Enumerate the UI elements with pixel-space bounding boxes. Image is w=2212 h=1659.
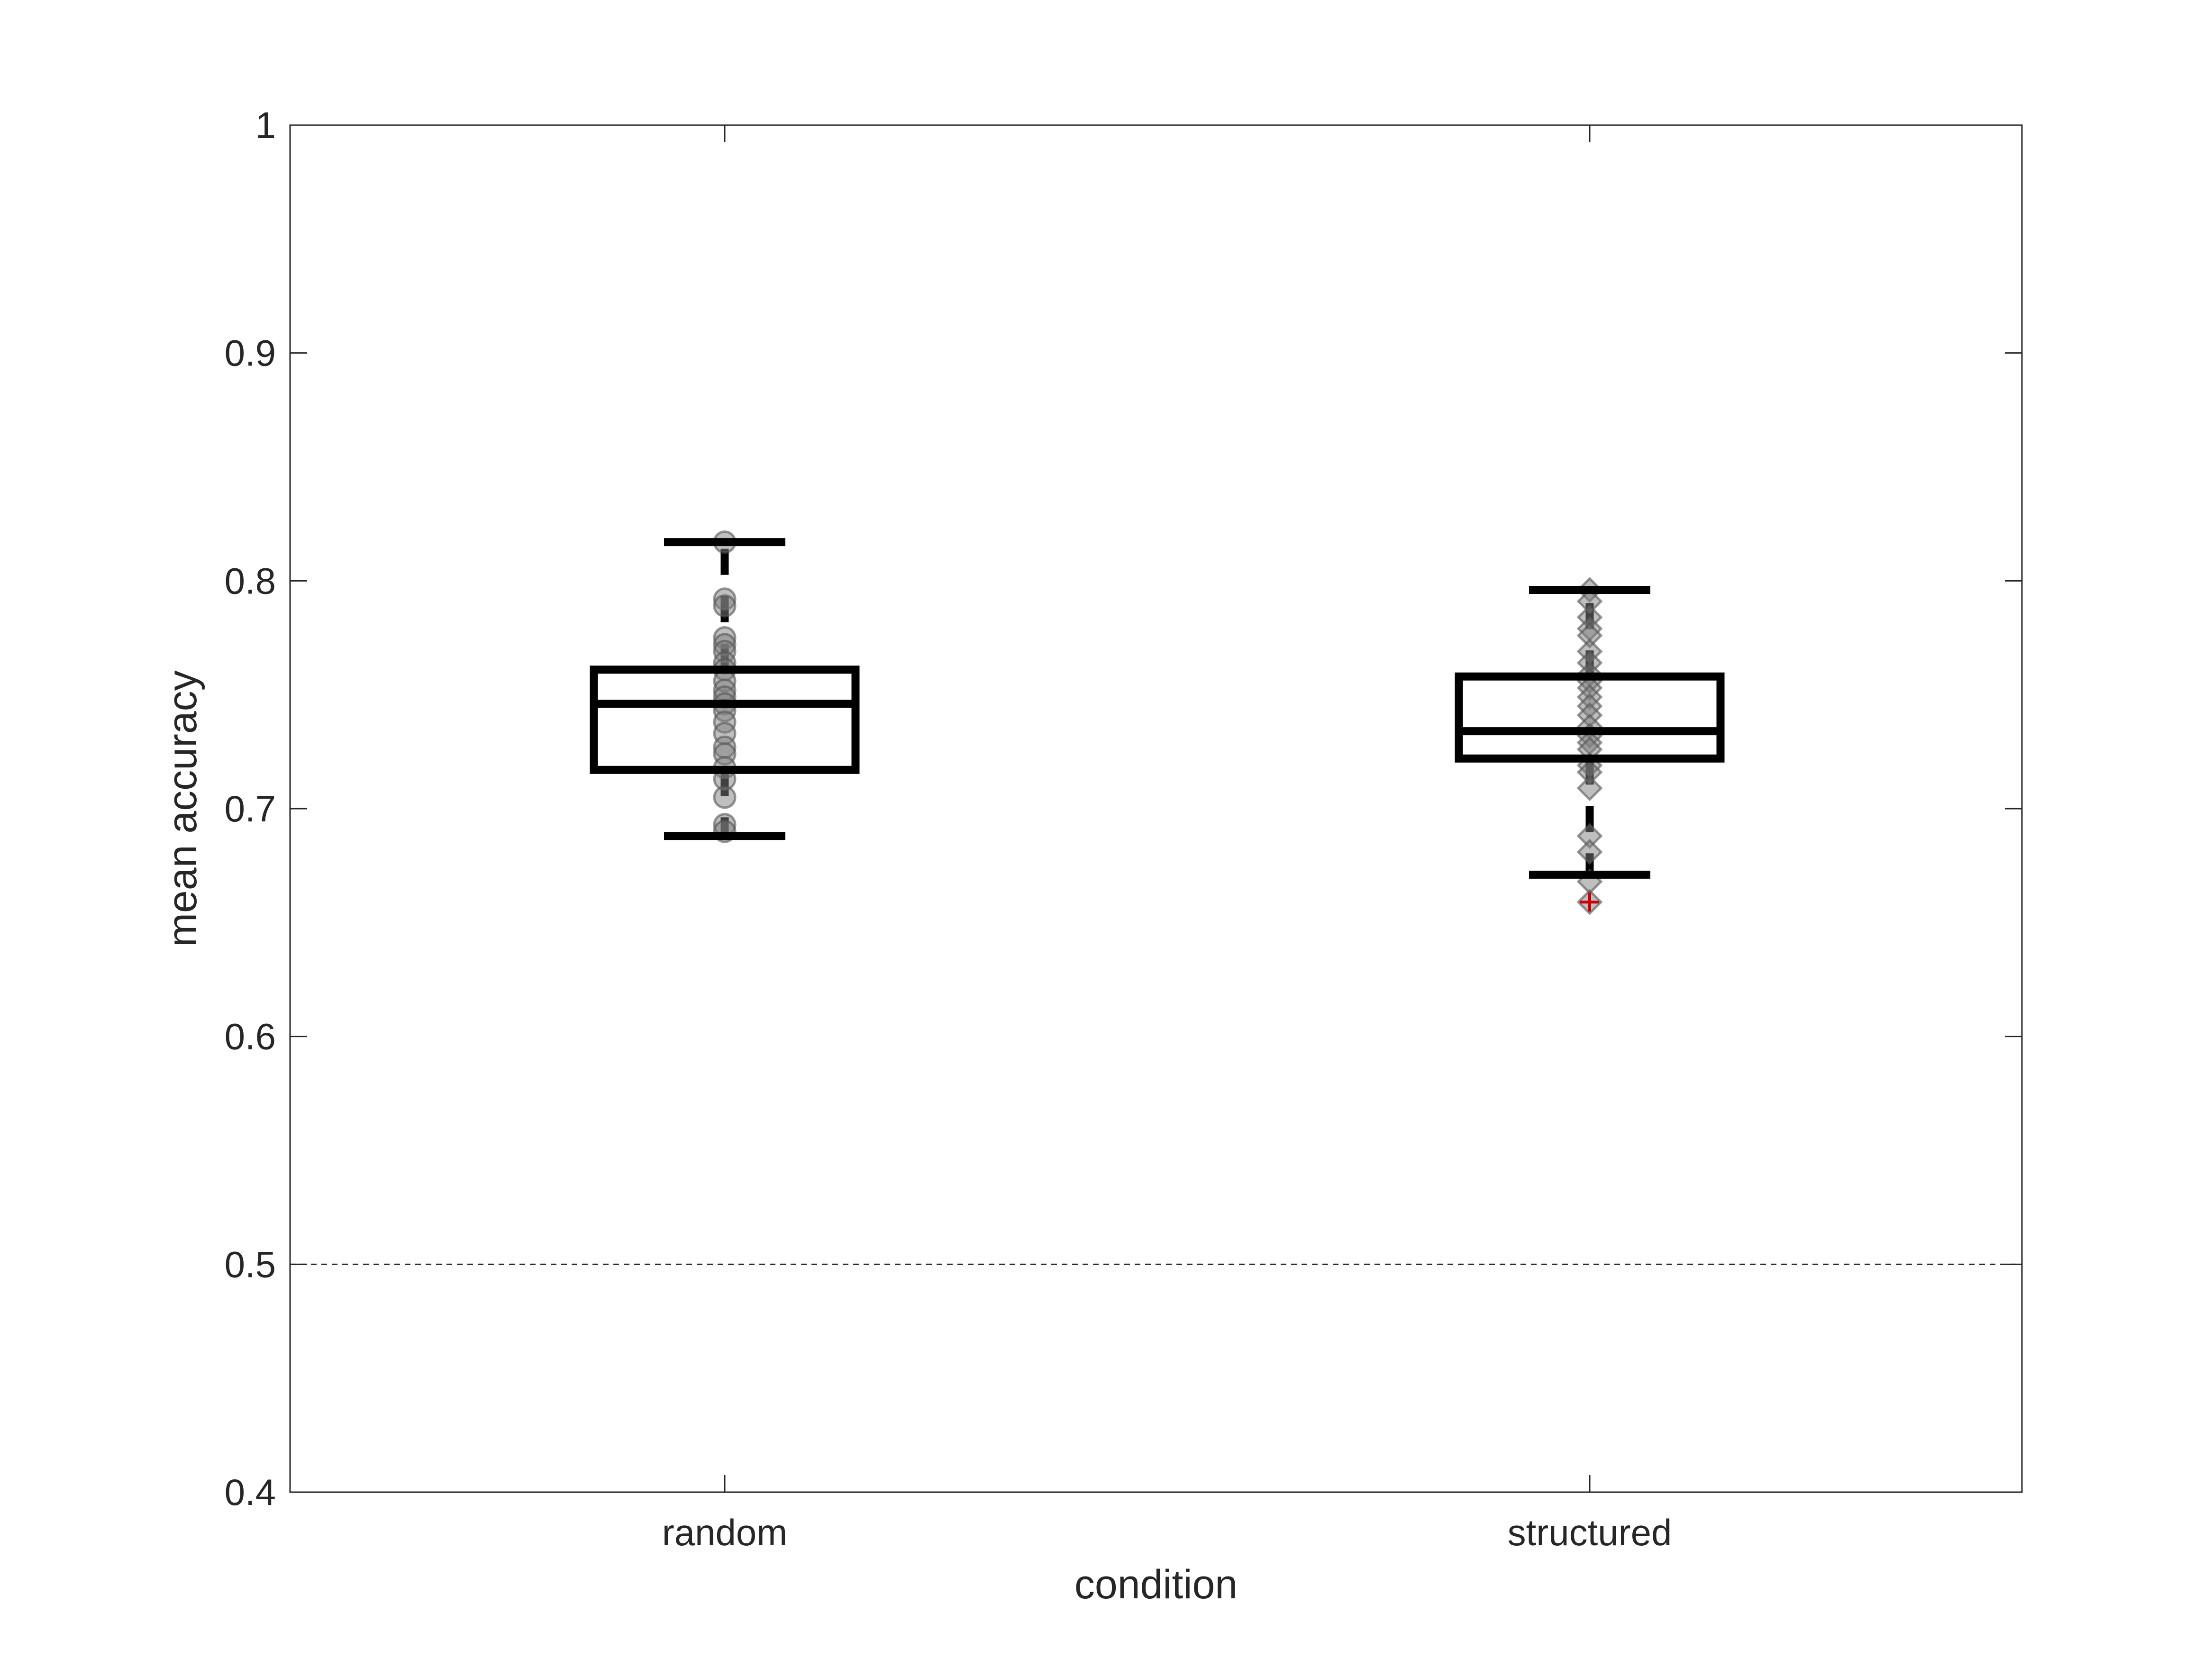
y-tick-label: 0.8 (225, 560, 276, 602)
box-random (590, 530, 860, 843)
data-point (1576, 775, 1603, 802)
y-tick-label: 0.5 (225, 1243, 276, 1285)
data-point (713, 785, 737, 809)
y-tick-label: 0.7 (225, 788, 276, 830)
y-tick-label: 0.9 (225, 332, 276, 374)
y-tick-label: 1 (255, 104, 276, 146)
plot-area (290, 530, 2022, 1265)
x-axis-label: condition (1074, 1562, 1238, 1607)
y-axis-label: mean accuracy (160, 670, 205, 947)
box-structured (1455, 577, 1725, 915)
x-axis-ticks: random structured (662, 125, 1672, 1553)
iqr-box (590, 665, 860, 774)
y-axis-ticks: 0.4 0.5 0.6 0.7 0.8 0.9 1 (225, 104, 2022, 1513)
y-tick-label: 0.4 (225, 1471, 276, 1513)
y-tick-label: 0.6 (225, 1016, 276, 1057)
data-point (1576, 839, 1603, 865)
x-tick-label-random: random (662, 1512, 787, 1553)
iqr-box (1455, 672, 1725, 763)
x-tick-label-structured: structured (1508, 1512, 1672, 1553)
data-point (713, 594, 737, 618)
